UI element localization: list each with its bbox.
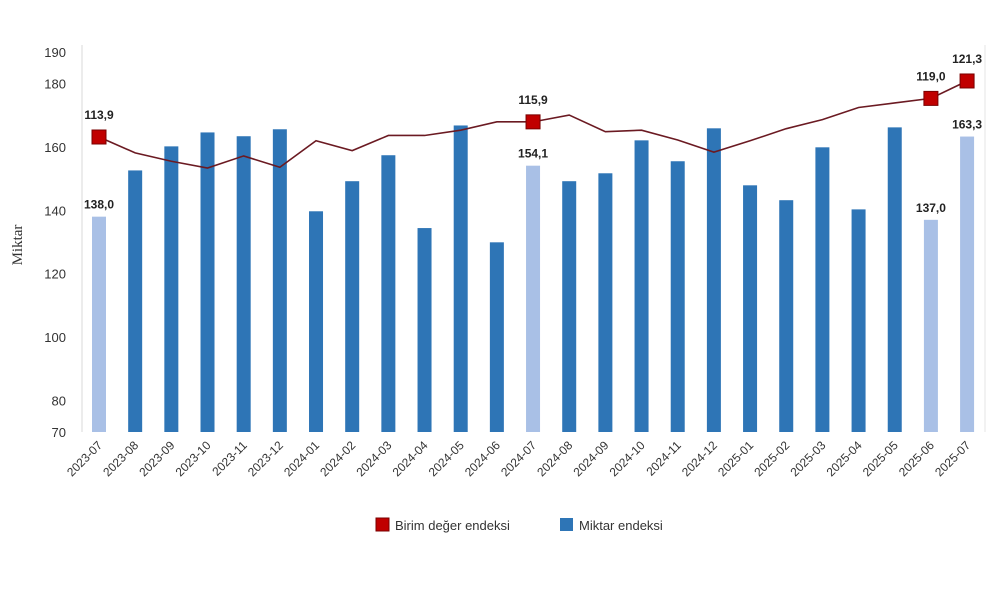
y-tick-label: 70	[52, 425, 66, 440]
x-tick-label: 2024-06	[462, 438, 503, 479]
x-tick-label: 2024-04	[390, 438, 431, 479]
x-tick-label: 2025-02	[751, 438, 792, 479]
x-tick-label: 2024-07	[498, 438, 539, 479]
x-tick-label: 2024-03	[353, 438, 394, 479]
x-tick-label: 2024-12	[679, 438, 720, 479]
bar	[706, 128, 721, 433]
x-tick-label: 2023-09	[136, 438, 177, 479]
bar	[272, 129, 287, 432]
x-tick-label: 2025-05	[860, 438, 901, 479]
x-tick-label: 2025-03	[787, 438, 828, 479]
y-tick-label: 100	[44, 330, 66, 345]
legend: Birim değer endeksi Miktar endeksi	[375, 517, 663, 533]
y-tick-label: 190	[44, 45, 66, 60]
bar	[923, 219, 938, 432]
bar	[779, 200, 794, 432]
y-tick-label: 80	[52, 393, 66, 408]
bar	[92, 216, 106, 432]
bar	[887, 127, 902, 432]
y-tick-label: 160	[44, 140, 66, 155]
y-axis-label: Miktar	[10, 225, 26, 266]
bar	[417, 228, 432, 432]
x-tick-label: 2023-10	[173, 438, 214, 479]
legend-line-label: Birim değer endeksi	[395, 518, 510, 533]
bar	[598, 173, 613, 433]
bar	[634, 140, 649, 432]
x-tick-label: 2025-04	[824, 438, 865, 479]
bar-data-label: 163,3	[952, 118, 982, 132]
bar	[489, 242, 504, 432]
bar	[381, 155, 396, 432]
bar	[743, 185, 758, 432]
x-tick-label: 2024-02	[317, 438, 358, 479]
bar	[164, 146, 179, 432]
x-tick-label: 2024-01	[281, 438, 322, 479]
x-tick-label: 2023-12	[245, 438, 286, 479]
legend-bar-swatch	[560, 518, 573, 531]
y-tick-label: 180	[44, 77, 66, 92]
x-tick-label: 2025-06	[896, 438, 937, 479]
bar-data-label: 137,0	[916, 201, 946, 215]
x-tick-label: 2025-01	[715, 438, 756, 479]
bar	[345, 181, 360, 432]
y-tick-label: 120	[44, 267, 66, 282]
x-tick-label: 2023-11	[209, 438, 250, 479]
bar	[309, 211, 324, 432]
line-marker	[91, 129, 107, 145]
legend-bar-label: Miktar endeksi	[579, 518, 663, 533]
bar	[562, 181, 577, 432]
bar	[851, 209, 866, 432]
line-data-label: 115,9	[518, 93, 548, 107]
bar	[128, 170, 143, 432]
line-data-label: 113,9	[84, 108, 114, 122]
line-marker	[959, 73, 975, 89]
x-tick-label: 2023-08	[100, 438, 141, 479]
line-marker	[923, 90, 939, 106]
line-data-label: 119,0	[916, 69, 946, 83]
x-tick-label: 2025-07	[932, 438, 973, 479]
bar	[453, 125, 468, 432]
x-tick-label: 2024-09	[570, 438, 611, 479]
x-tick-label: 2023-07	[64, 438, 105, 479]
legend-line-swatch	[375, 517, 390, 532]
x-tick-label: 2024-11	[643, 438, 684, 479]
bar	[670, 161, 685, 432]
bar-data-label: 138,0	[84, 198, 114, 212]
bar-data-label: 154,1	[518, 147, 548, 161]
bar	[200, 132, 215, 432]
bar	[236, 136, 251, 432]
x-tick-label: 2024-08	[534, 438, 575, 479]
x-tick-label: 2024-05	[426, 438, 467, 479]
line-data-label: 121,3	[952, 52, 982, 66]
x-tick-label: 2024-10	[607, 438, 648, 479]
y-tick-label: 140	[44, 203, 66, 218]
bar	[960, 136, 975, 433]
line-marker	[525, 114, 541, 130]
bar	[526, 165, 541, 432]
bar	[815, 147, 830, 433]
